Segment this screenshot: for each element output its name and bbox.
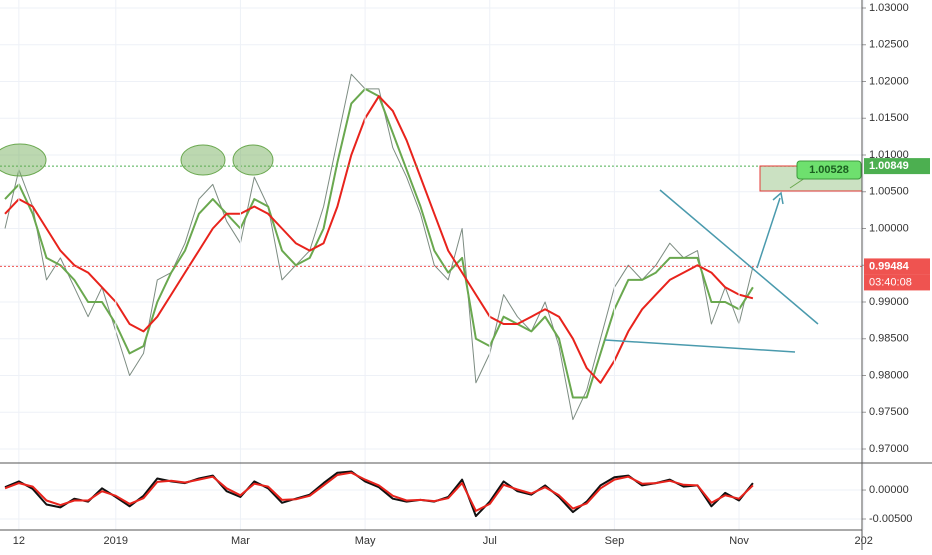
- y-tick-label: 1.01500: [869, 112, 909, 124]
- y-tick-label: 1.01000: [869, 149, 909, 161]
- x-tick-label: Jul: [483, 535, 497, 547]
- x-tick-label: 2019: [104, 535, 128, 547]
- callout-pointer: [789, 177, 806, 189]
- x-tick-label: 202: [855, 535, 873, 547]
- x-tick-label: Nov: [729, 535, 749, 547]
- target-label: 1.00528: [809, 164, 849, 176]
- arrow-head: [772, 191, 784, 205]
- countdown: 03:40:08: [869, 276, 912, 288]
- y-tick-label: 1.03000: [869, 2, 909, 14]
- series-line: [4, 471, 754, 512]
- x-tick-label: Sep: [605, 535, 625, 547]
- y-tick-label: 0.98500: [869, 333, 909, 345]
- y-tick-label: 1.02000: [869, 75, 909, 87]
- y-tick-label: -0.00500: [869, 513, 912, 525]
- y-tick-label: 0.97500: [869, 406, 909, 418]
- drawings: 1.00528: [0, 143, 863, 353]
- highlight-ellipse: [232, 144, 274, 176]
- y-tick-label: 1.02500: [869, 39, 909, 51]
- y-tick-label: 0.00000: [869, 484, 909, 496]
- countdown-box: [864, 274, 930, 291]
- price-label-box: [864, 258, 930, 275]
- highlight-ellipse: [180, 144, 226, 176]
- highlight-ellipse: [0, 143, 47, 177]
- price-label: 0.99484: [869, 260, 910, 272]
- x-tick-label: 12: [13, 535, 25, 547]
- series-line: [4, 95, 754, 384]
- price-label-box: [864, 158, 930, 175]
- x-tick-label: May: [355, 535, 376, 547]
- price-label: 1.00849: [869, 160, 909, 172]
- y-tick-label: 1.00000: [869, 222, 909, 234]
- series-line: [4, 470, 754, 518]
- series-line: [4, 73, 754, 421]
- y-tick-label: 0.98000: [869, 369, 909, 381]
- arrow: [756, 197, 781, 269]
- y-tick-label: 1.00500: [869, 186, 909, 198]
- target-callout: [796, 160, 862, 180]
- y-tick-label: 0.99000: [869, 296, 909, 308]
- trendline: [659, 189, 819, 325]
- x-tick-label: Mar: [231, 535, 250, 547]
- y-tick-label: 0.97000: [869, 443, 909, 455]
- trendline: [604, 339, 796, 353]
